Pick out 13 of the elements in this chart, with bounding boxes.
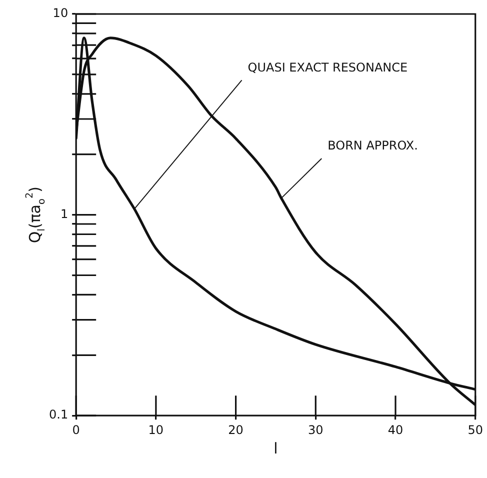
x-tick-label: 0: [72, 422, 80, 437]
x-axis-title: l: [274, 439, 278, 458]
annotation: BORN APPROX.: [328, 138, 418, 153]
y-axis-title: Ql(πao2): [24, 186, 48, 244]
x-tick-label: 10: [148, 422, 164, 437]
x-tick-label: 40: [388, 422, 404, 437]
x-tick-label: 20: [228, 422, 244, 437]
annotation: QUASI EXACT RESONANCE: [248, 60, 408, 74]
y-tick-label: 10: [52, 6, 68, 20]
y-tick-label: 1: [60, 206, 68, 221]
x-tick-label: 30: [308, 422, 324, 437]
x-tick-label: 50: [468, 422, 484, 437]
y-tick-label: 0.1: [48, 408, 68, 422]
